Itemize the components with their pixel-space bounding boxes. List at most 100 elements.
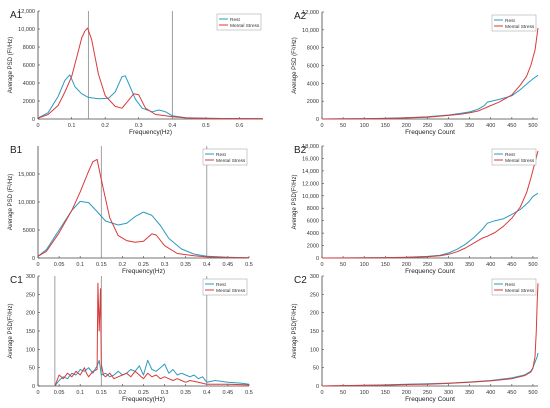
- y-tick-label: 250: [310, 292, 319, 298]
- y-tick-label: 2000: [23, 99, 35, 105]
- x-tick-label: 50: [340, 262, 346, 268]
- legend-label: Mental Stress: [505, 288, 535, 294]
- x-tick-label: 0.15: [96, 390, 107, 396]
- x-tick-label: 250: [423, 123, 432, 129]
- x-tick-label: 0.5: [245, 390, 253, 396]
- x-tick-label: 50: [340, 390, 346, 396]
- y-tick-label: 0: [316, 256, 319, 262]
- legend-box: [491, 278, 537, 296]
- x-tick-label: 0: [36, 123, 39, 129]
- x-axis-label: Frequency Count: [405, 268, 455, 275]
- y-tick-label: 10,000: [302, 194, 319, 200]
- x-tick-label: 150: [381, 390, 390, 396]
- y-tick-label: 8000: [307, 46, 319, 52]
- x-tick-label: 450: [507, 262, 516, 268]
- x-axis-label: Frequency(Hz): [122, 396, 165, 403]
- legend-box: [216, 13, 262, 31]
- x-tick-label: 0: [36, 262, 39, 268]
- y-tick-label: 300: [310, 274, 319, 280]
- y-tick-label: 250: [26, 292, 35, 298]
- panel-B2: 0 50 100 150 200 250 300 350 400 450 500 0 2000 4000 6…: [292, 144, 539, 275]
- legend-label: Mental Stress: [216, 158, 246, 164]
- y-tick-label: 6000: [307, 64, 319, 70]
- legend-label: Mental Stress: [216, 288, 246, 294]
- y-tick-label: 200: [26, 311, 35, 317]
- y-tick-label: 4000: [307, 231, 319, 237]
- y-tick-label: 14,000: [302, 169, 319, 175]
- y-axis-label: Average PSD(F²/Hz): [292, 175, 298, 230]
- x-tick-label: 0.1: [76, 390, 84, 396]
- y-tick-label: 18,000: [302, 144, 319, 150]
- x-tick-label: 0.2: [119, 262, 127, 268]
- x-tick-label: 0.25: [138, 390, 149, 396]
- legend-label: Rest: [505, 282, 516, 288]
- legend-label: Rest: [505, 152, 516, 158]
- x-tick-label: 0.45: [223, 262, 234, 268]
- y-axis-label: Average PSD (F²/Hz): [292, 37, 298, 94]
- y-tick-label: 0: [316, 384, 319, 390]
- y-axis-label: Average PSD (F²/Hz): [8, 174, 14, 231]
- series-line-mental-stress: [54, 282, 250, 387]
- x-tick-label: 0: [36, 390, 39, 396]
- x-tick-label: 0.15: [96, 262, 107, 268]
- y-tick-label: 10,000: [18, 27, 35, 33]
- y-tick-label: 16,000: [302, 156, 319, 162]
- legend-label: Rest: [216, 282, 227, 288]
- y-tick-label: 300: [26, 274, 35, 280]
- x-tick-label: 200: [402, 390, 411, 396]
- series-line-rest: [321, 74, 539, 120]
- legend-box: [491, 14, 537, 32]
- panel-label: C1: [10, 275, 23, 286]
- x-tick-label: 100: [360, 123, 369, 129]
- series-line-rest: [321, 352, 539, 387]
- x-tick-label: 300: [444, 123, 453, 129]
- y-tick-label: 0: [32, 256, 35, 262]
- x-tick-label: 200: [402, 123, 411, 129]
- x-tick-label: 0.1: [76, 262, 84, 268]
- x-tick-label: 0.6: [236, 123, 244, 129]
- legend-box: [202, 148, 248, 166]
- y-axis-label: Average PSD(F²/Hz): [292, 304, 298, 359]
- x-tick-label: 350: [465, 262, 474, 268]
- y-tick-label: 100: [26, 347, 35, 353]
- y-tick-label: 2000: [307, 244, 319, 250]
- y-tick-label: 8000: [23, 45, 35, 51]
- y-tick-label: 50: [313, 366, 319, 372]
- x-tick-label: 500: [528, 262, 537, 268]
- x-tick-label: 0.1: [68, 123, 76, 129]
- y-tick-label: 12,000: [302, 181, 319, 187]
- legend-label: Mental Stress: [230, 23, 260, 29]
- x-tick-label: 150: [381, 123, 390, 129]
- panel-label: A2: [294, 11, 307, 22]
- x-tick-label: 0: [320, 390, 323, 396]
- x-axis-label: Frequency(Hz): [129, 129, 172, 136]
- series-line-mental-stress: [37, 27, 264, 120]
- x-tick-label: 450: [507, 123, 516, 129]
- legend-label: Rest: [230, 17, 241, 23]
- y-tick-label: 10,000: [302, 28, 319, 34]
- x-tick-label: 500: [528, 123, 537, 129]
- panel-B1: 0 0.05 0.1 0.15 0.2 0.25 0.3 0.35 0.4 0.45 0.5 0 500…: [8, 145, 253, 275]
- panel-label: A1: [10, 10, 23, 21]
- panel-label: B1: [10, 145, 23, 156]
- legend-label: Mental Stress: [505, 158, 535, 164]
- panel-A2: 0 50 100 150 200 250 300 350 400 450 500 0 2000 4000 6…: [292, 10, 539, 136]
- y-tick-label: 200: [310, 311, 319, 317]
- legend-box: [491, 148, 537, 166]
- x-tick-label: 0.4: [203, 262, 211, 268]
- x-tick-label: 0.25: [138, 262, 149, 268]
- legend-label: Rest: [216, 152, 227, 158]
- y-tick-label: 150: [310, 329, 319, 335]
- panel-C2: 0 50 100 150 200 250 300 350 400 450 500 0 50 100 150 2…: [292, 274, 539, 403]
- y-tick-label: 6000: [307, 219, 319, 225]
- y-tick-label: 15,000: [18, 172, 35, 178]
- x-tick-label: 0.05: [54, 390, 65, 396]
- x-tick-label: 0.35: [180, 390, 191, 396]
- x-tick-label: 50: [340, 123, 346, 129]
- y-tick-label: 0: [32, 384, 35, 390]
- x-tick-label: 0.2: [101, 123, 109, 129]
- y-tick-label: 0: [316, 117, 319, 123]
- x-tick-label: 200: [402, 262, 411, 268]
- y-tick-label: 2000: [307, 99, 319, 105]
